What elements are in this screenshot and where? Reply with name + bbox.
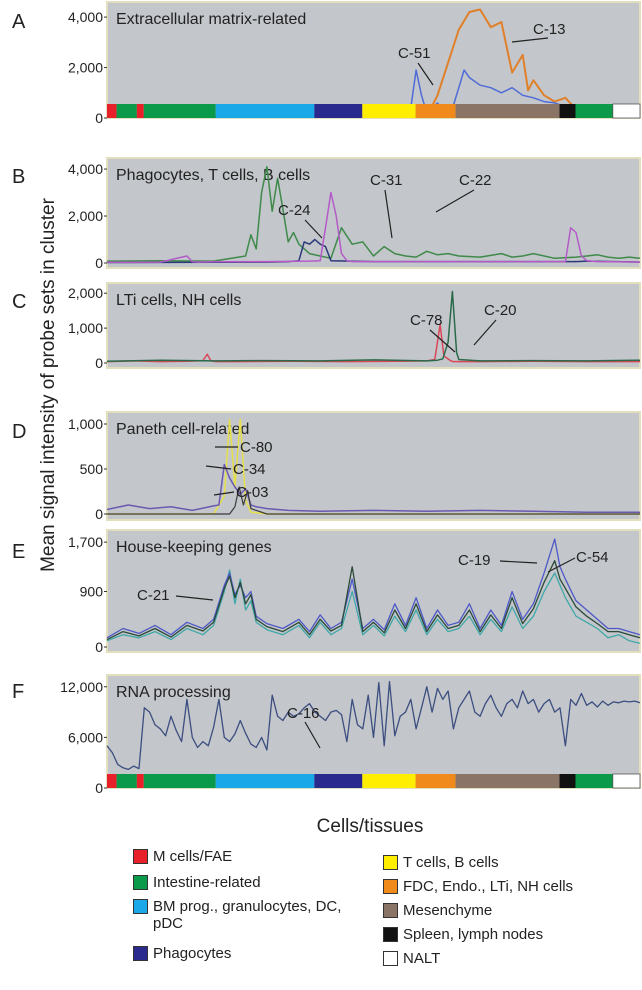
panel-e-ytick-label: 0 bbox=[95, 639, 103, 655]
panel-b-title: Phagocytes, T cells, B cells bbox=[116, 167, 310, 184]
panel-a-tissue-bar-segment bbox=[137, 104, 144, 118]
legend-label: Mesenchyme bbox=[403, 902, 638, 919]
legend-swatch bbox=[383, 951, 398, 966]
legend-item: Phagocytes bbox=[133, 945, 373, 985]
panel-a-annotation-label: C-13 bbox=[533, 21, 566, 38]
panel-c-annotation-label: C-78 bbox=[410, 312, 443, 329]
legend-label: Intestine-related bbox=[153, 874, 353, 891]
panel-e-annotation-label: C-19 bbox=[458, 552, 491, 569]
legend-label: T cells, B cells bbox=[403, 854, 638, 871]
panel-b-ytick-label: 4,000 bbox=[68, 161, 103, 177]
panel-f-annotation-label: C-16 bbox=[287, 705, 320, 722]
legend-swatch bbox=[383, 927, 398, 942]
legend-swatch bbox=[133, 849, 148, 864]
panel-a-tissue-bar-segment bbox=[117, 104, 137, 118]
legend-swatch bbox=[383, 903, 398, 918]
panel-f-ytick-label: 0 bbox=[95, 780, 103, 796]
panel-f-title: RNA processing bbox=[116, 684, 231, 701]
panel-c-ytick-label: 2,000 bbox=[68, 285, 103, 301]
panel-e-letter: E bbox=[12, 541, 25, 563]
panel-a-tissue-bar-segment bbox=[456, 104, 560, 118]
panel-a-tissue-bar-segment bbox=[613, 104, 640, 118]
panel-e-annotation-label: C-21 bbox=[137, 587, 170, 604]
legend-swatch bbox=[133, 875, 148, 890]
panel-a-ytick-label: 4,000 bbox=[68, 9, 103, 25]
legend-swatch bbox=[133, 899, 148, 914]
panel-d-ytick-label: 500 bbox=[80, 461, 104, 477]
panel-f-letter: F bbox=[12, 681, 24, 703]
panel-c-ytick-label: 0 bbox=[95, 355, 103, 371]
panel-c-title: LTi cells, NH cells bbox=[116, 292, 241, 309]
panel-e-annotation-label: C-54 bbox=[576, 549, 609, 566]
panel-f-tissue-bar-segment bbox=[613, 774, 640, 788]
panel-a-letter: A bbox=[12, 11, 26, 33]
legend-label: NALT bbox=[403, 950, 638, 967]
panel-a-tissue-bar-segment bbox=[362, 104, 415, 118]
panel-d-ytick-label: 0 bbox=[95, 506, 103, 522]
panel-f-tissue-bar-segment bbox=[314, 774, 362, 788]
panel-a-ytick-label: 0 bbox=[95, 110, 103, 126]
panel-f-ytick-label: 12,000 bbox=[60, 679, 103, 695]
panel-f-tissue-bar-segment bbox=[416, 774, 456, 788]
legend-label: FDC, Endo., LTi, NH cells bbox=[403, 878, 638, 895]
panel-b-annotation-label: C-22 bbox=[459, 172, 492, 189]
panel-b-annotation-label: C-24 bbox=[278, 202, 311, 219]
legend-label: Spleen, lymph nodes bbox=[403, 926, 638, 943]
legend-item: BM prog., granulocytes, DC, pDC bbox=[133, 898, 373, 938]
panel-d-letter: D bbox=[12, 421, 26, 443]
figure-canvas: Mean signal intensity of probe sets in c… bbox=[0, 0, 642, 969]
panel-d-ytick-label: 1,000 bbox=[68, 416, 103, 432]
panel-e-ytick-label: 1,700 bbox=[68, 534, 103, 550]
panel-a-tissue-bar-segment bbox=[560, 104, 576, 118]
legend-swatch bbox=[383, 855, 398, 870]
panel-f-tissue-bar-segment bbox=[137, 774, 144, 788]
legend-label: Phagocytes bbox=[153, 945, 353, 962]
panel-f-tissue-bar-segment bbox=[456, 774, 560, 788]
panel-f-tissue-bar-segment bbox=[117, 774, 137, 788]
panel-a-tissue-bar-segment bbox=[314, 104, 362, 118]
panel-c-annotation-label: C-20 bbox=[484, 302, 517, 319]
panel-a-tissue-bar-segment bbox=[216, 104, 315, 118]
panel-d-annotation-label: C-03 bbox=[236, 484, 269, 501]
x-axis-label: Cells/tissues bbox=[317, 816, 424, 837]
panel-c-letter: C bbox=[12, 291, 26, 313]
panel-a-tissue-bar-segment bbox=[416, 104, 456, 118]
panel-b-annotation-label: C-31 bbox=[370, 172, 403, 189]
panel-d-annotation-label: C-80 bbox=[240, 439, 273, 456]
panel-e-ytick-label: 900 bbox=[80, 584, 104, 600]
panel-b-ytick-label: 0 bbox=[95, 255, 103, 271]
legend-swatch bbox=[383, 879, 398, 894]
panel-a-tissue-bar-segment bbox=[107, 104, 117, 118]
panel-e-title: House-keeping genes bbox=[116, 539, 272, 556]
panel-f-tissue-bar-segment bbox=[107, 774, 117, 788]
panel-f-tissue-bar-segment bbox=[576, 774, 613, 788]
panel-d-annotation-label: C-34 bbox=[233, 461, 266, 478]
panel-a-title: Extracellular matrix-related bbox=[116, 11, 306, 28]
panel-c-ytick-label: 1,000 bbox=[68, 320, 103, 336]
panel-a-annotation-label: C-51 bbox=[398, 45, 431, 62]
panel-f-tissue-bar-segment bbox=[216, 774, 315, 788]
legend-label: M cells/FAE bbox=[153, 848, 353, 865]
panel-a-tissue-bar-segment bbox=[144, 104, 216, 118]
legend-swatch bbox=[133, 946, 148, 961]
legend-item: NALT bbox=[383, 950, 638, 990]
legend-label: BM prog., granulocytes, DC, pDC bbox=[153, 898, 353, 932]
y-axis-label: Mean signal intensity of probe sets in c… bbox=[38, 197, 59, 572]
panel-b-ytick-label: 2,000 bbox=[68, 208, 103, 224]
panel-f-tissue-bar-segment bbox=[560, 774, 576, 788]
panel-a-tissue-bar-segment bbox=[576, 104, 613, 118]
panel-a-ytick-label: 2,000 bbox=[68, 60, 103, 76]
panel-f-tissue-bar-segment bbox=[362, 774, 415, 788]
panel-f-tissue-bar-segment bbox=[144, 774, 216, 788]
panel-b-letter: B bbox=[12, 166, 25, 188]
panel-f-ytick-label: 6,000 bbox=[68, 729, 103, 745]
